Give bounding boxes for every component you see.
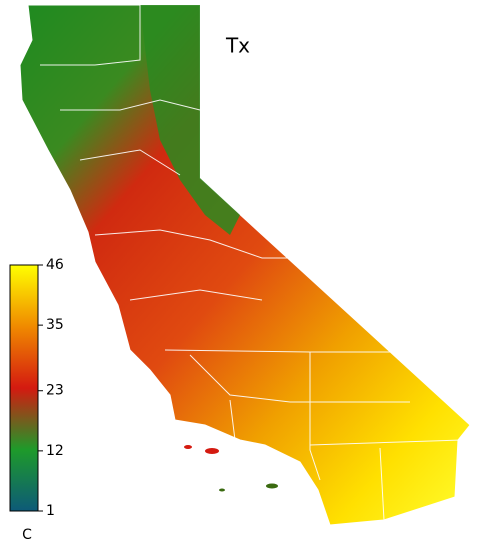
colorbar-tick-label: 23 bbox=[46, 383, 64, 399]
county-lines bbox=[40, 5, 463, 521]
california bbox=[19, 4, 471, 526]
colorbar-tick-label: 46 bbox=[46, 257, 64, 273]
colorbar-tick-label: 12 bbox=[46, 443, 64, 459]
colorbar-unit: C bbox=[22, 527, 32, 543]
islands bbox=[184, 445, 278, 492]
colorbar-tick-label: 35 bbox=[46, 317, 64, 333]
map-title: Tx bbox=[225, 34, 250, 58]
colorbar bbox=[9, 264, 39, 512]
sierra-green bbox=[140, 5, 240, 235]
colorbar-tick-label: 1 bbox=[46, 503, 55, 519]
